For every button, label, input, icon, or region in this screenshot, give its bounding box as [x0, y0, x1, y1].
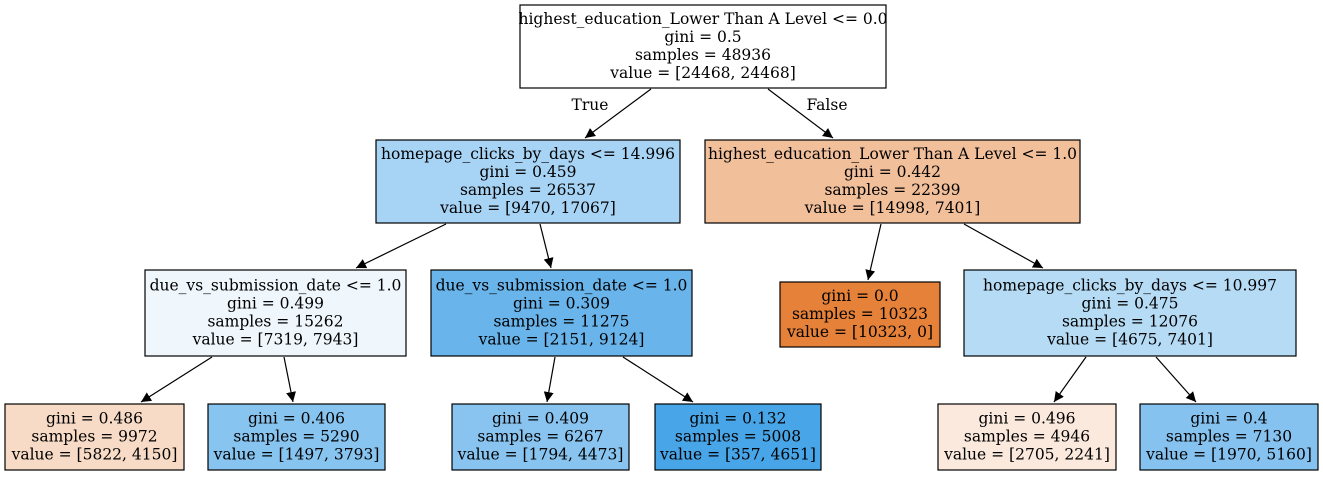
node-line: homepage_clicks_by_days <= 14.996: [381, 145, 675, 163]
node-box: [1139, 403, 1319, 471]
node-box: [654, 403, 822, 471]
node-box: [430, 269, 693, 357]
node-line: samples = 7130: [1166, 428, 1292, 446]
node-line: samples = 22399: [824, 181, 960, 199]
node-line: samples = 9972: [31, 428, 157, 446]
node-line: gini = 0.5: [664, 28, 741, 46]
node-line: gini = 0.406: [248, 410, 345, 428]
node-line: samples = 12076: [1062, 313, 1198, 331]
node-line: gini = 0.475: [1081, 295, 1178, 313]
node-line: gini = 0.459: [479, 163, 576, 181]
node-box: [937, 403, 1117, 471]
edge-n2-n6: [963, 223, 1044, 269]
node-line: samples = 5008: [675, 428, 801, 446]
node-line: value = [14998, 7401]: [804, 199, 981, 217]
node-line: samples = 6267: [477, 428, 603, 446]
node-box: [963, 269, 1297, 357]
node-line: samples = 4946: [964, 428, 1090, 446]
edge-n4-n9: [543, 356, 556, 403]
node-line: due_vs_submission_date <= 1.0: [436, 277, 688, 295]
node-line: highest_education_Lower Than A Level <= …: [518, 10, 887, 28]
node-line: samples = 10323: [792, 305, 928, 323]
node-box: [144, 269, 407, 357]
edge-n1-n4: [539, 223, 554, 269]
node-line: gini = 0.499: [227, 295, 324, 313]
node-line: value = [5822, 4150]: [11, 446, 178, 464]
node-line: due_vs_submission_date <= 1.0: [150, 277, 402, 295]
node-box: [704, 139, 1081, 224]
edge-n0-n1: [584, 88, 652, 139]
tree-node-n2: highest_education_Lower Than A Level <= …: [704, 139, 1081, 224]
node-line: value = [357, 4651]: [659, 446, 816, 464]
node-box: [207, 403, 386, 471]
node-line: highest_education_Lower Than A Level <= …: [708, 145, 1077, 163]
node-line: gini = 0.309: [513, 295, 610, 313]
node-line: samples = 11275: [493, 313, 629, 331]
node-box: [519, 4, 887, 89]
node-box: [4, 403, 185, 471]
edge-n3-n8: [283, 356, 296, 403]
node-line: gini = 0.409: [492, 410, 589, 428]
node-line: value = [1794, 4473]: [457, 446, 624, 464]
node-line: gini = 0.4: [1190, 410, 1267, 428]
node-box: [375, 139, 681, 224]
node-line: value = [2705, 2241]: [943, 446, 1110, 464]
node-line: samples = 15262: [207, 313, 343, 331]
edge-n2-n5: [865, 223, 882, 281]
node-line: value = [1970, 5160]: [1145, 446, 1312, 464]
node-line: gini = 0.132: [689, 410, 786, 428]
edge-n6-n11: [1053, 356, 1087, 403]
edge-n4-n10: [622, 356, 694, 403]
node-line: gini = 0.0: [821, 287, 898, 305]
node-box: [779, 281, 941, 348]
node-line: value = [2151, 9124]: [478, 331, 645, 349]
node-line: value = [4675, 7401]: [1046, 331, 1213, 349]
node-line: samples = 48936: [635, 46, 771, 64]
node-line: value = [7319, 7943]: [192, 331, 359, 349]
node-line: samples = 26537: [460, 181, 596, 199]
node-line: gini = 0.442: [844, 163, 941, 181]
edge-label-n0-n1: True: [572, 96, 609, 114]
node-line: samples = 5290: [233, 428, 359, 446]
node-line: gini = 0.486: [46, 410, 143, 428]
node-line: value = [1497, 3793]: [213, 446, 380, 464]
node-line: value = [10323, 0]: [786, 323, 933, 341]
tree-node-n0: highest_education_Lower Than A Level <= …: [518, 4, 888, 89]
edge-n3-n7: [140, 356, 213, 403]
edge-n1-n3: [355, 223, 447, 269]
node-line: homepage_clicks_by_days <= 10.997: [983, 277, 1277, 295]
edge-n6-n12: [1155, 356, 1197, 403]
node-box: [451, 403, 630, 471]
node-line: value = [9470, 17067]: [439, 199, 616, 217]
node-line: value = [24468, 24468]: [609, 64, 796, 82]
edge-n0-n2: [767, 88, 834, 139]
node-line: gini = 0.496: [978, 410, 1075, 428]
edge-label-n0-n2: False: [806, 96, 847, 114]
